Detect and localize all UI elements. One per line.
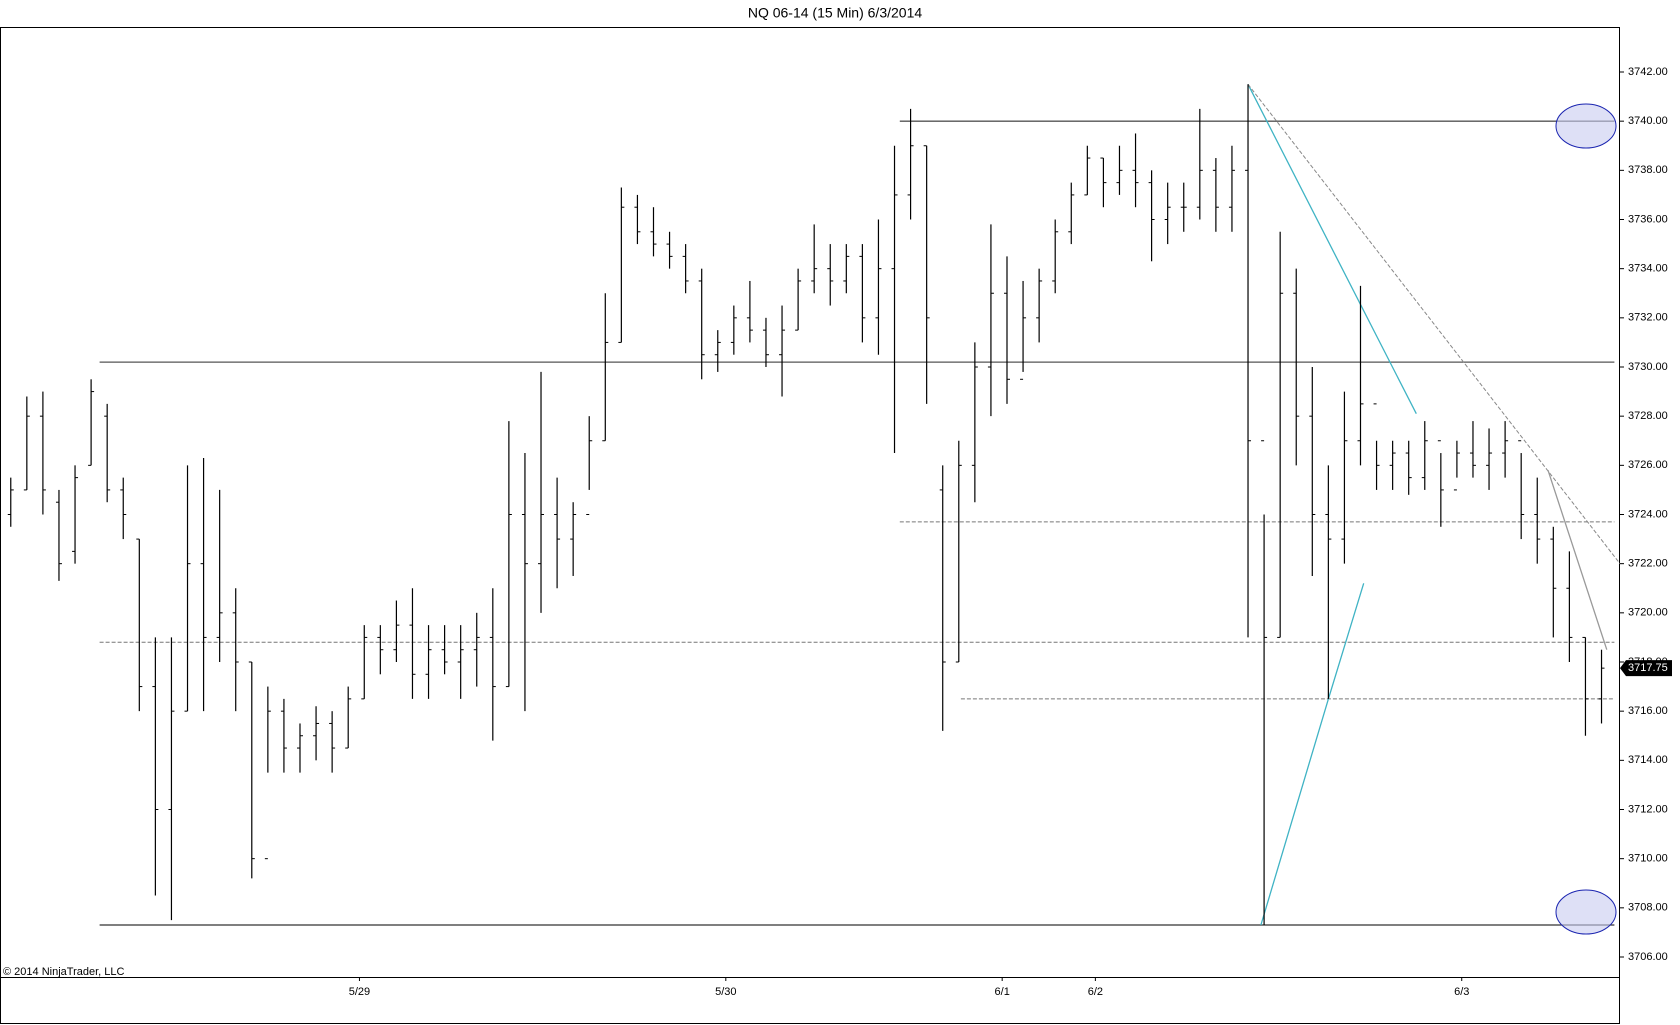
highlight-ellipse (1555, 889, 1617, 935)
y-tick-label: 3722.00 (1628, 558, 1668, 570)
last-price-marker (1620, 660, 1672, 677)
highlight-ellipse (1555, 103, 1617, 149)
y-tick-label: 3710.00 (1628, 853, 1668, 865)
drawing-line (1247, 84, 1417, 414)
y-tick-label: 3740.00 (1628, 115, 1668, 127)
y-tick-label: 3730.00 (1628, 361, 1668, 373)
copyright: © 2014 NinjaTrader, LLC (3, 966, 124, 978)
y-tick-label: 3738.00 (1628, 164, 1668, 176)
y-tick-label: 3724.00 (1628, 508, 1668, 520)
x-tick-label: 5/29 (349, 986, 370, 998)
y-tick-label: 3714.00 (1628, 754, 1668, 766)
marks (7, 83, 1621, 926)
y-tick-label: 3732.00 (1628, 312, 1668, 324)
drawing-line (1260, 583, 1365, 926)
x-tick-label: 5/30 (715, 986, 736, 998)
x-tick-label: 6/1 (995, 986, 1010, 998)
x-tick-label: 6/2 (1088, 986, 1103, 998)
frame (0, 27, 1620, 1024)
y-tick-label: 3706.00 (1628, 951, 1668, 963)
y-tick-label: 3736.00 (1628, 213, 1668, 225)
y-tick-label: 3708.00 (1628, 902, 1668, 914)
y-tick-label: 3712.00 (1628, 803, 1668, 815)
y-tick-label: 3720.00 (1628, 607, 1668, 619)
chart-title: NQ 06-14 (15 Min) 6/3/2014 (748, 5, 923, 21)
drawing-line (1547, 469, 1608, 650)
y-tick-label: 3716.00 (1628, 705, 1668, 717)
y-tick-label: 3734.00 (1628, 263, 1668, 275)
y-tick-label: 3726.00 (1628, 459, 1668, 471)
x-tick-label: 6/3 (1454, 986, 1469, 998)
y-tick-label: 3742.00 (1628, 66, 1668, 78)
y-tick-label: 3728.00 (1628, 410, 1668, 422)
drawing-line (1247, 83, 1621, 565)
last-price-label: 3717.75 (1628, 662, 1668, 674)
